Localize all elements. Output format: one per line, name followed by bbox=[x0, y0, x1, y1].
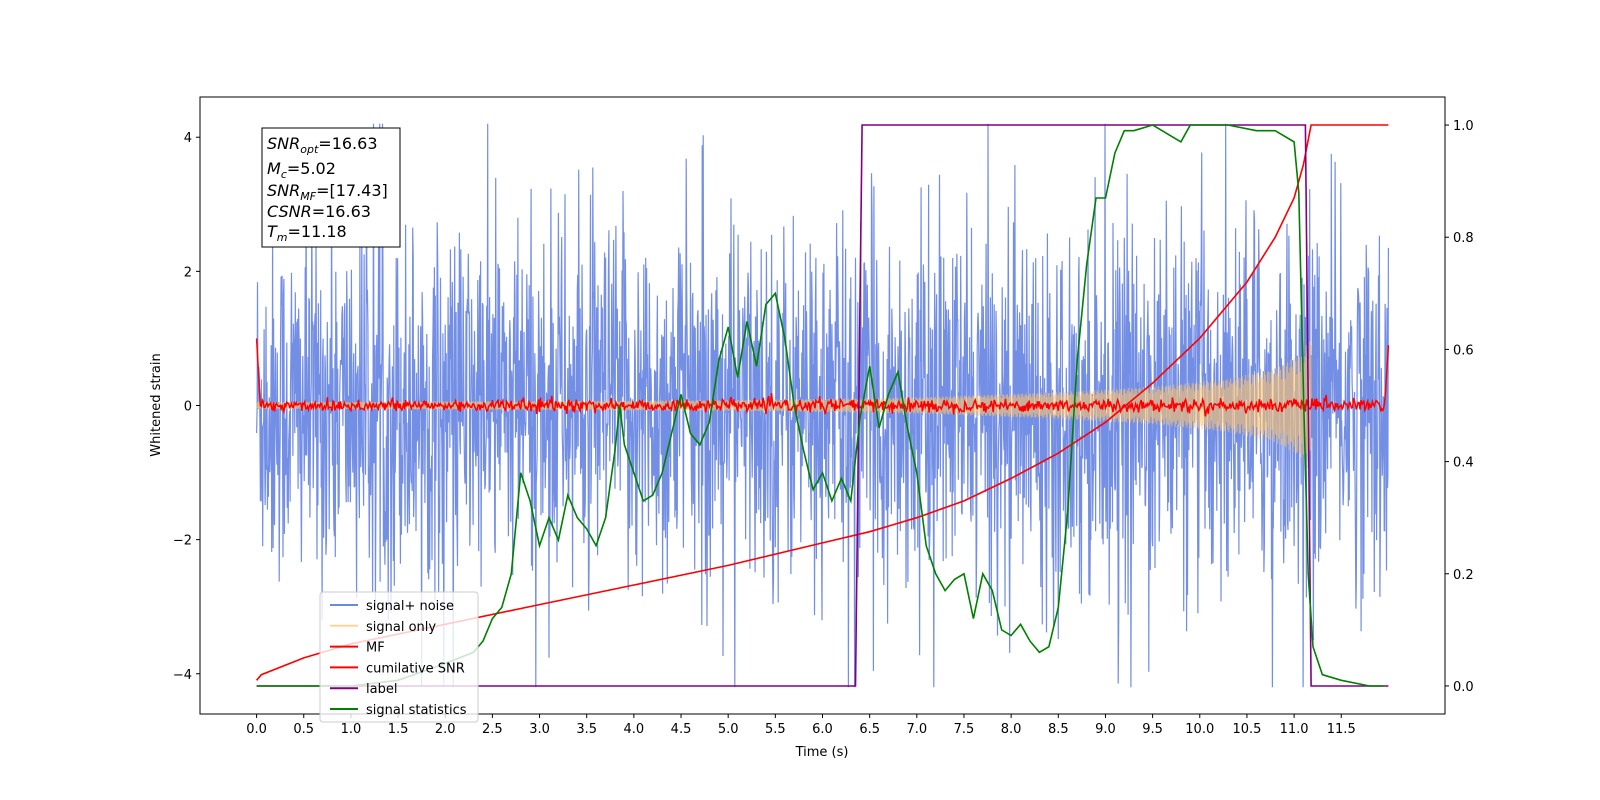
x-tick-label: 10.0 bbox=[1185, 722, 1214, 737]
y-tick-label: −4 bbox=[173, 668, 192, 683]
legend-label: label bbox=[366, 682, 397, 697]
series-mf bbox=[255, 338, 1390, 417]
legend-item-cumulative-snr: cumilative SNR bbox=[330, 661, 465, 676]
y-tick-label: 2 bbox=[184, 265, 192, 280]
x-tick-label: 4.0 bbox=[624, 722, 645, 737]
y-tick-label: 4 bbox=[184, 131, 192, 146]
x-tick-label: 7.0 bbox=[906, 722, 927, 737]
x-tick-label: 6.5 bbox=[859, 722, 880, 737]
x-tick-label: 6.0 bbox=[812, 722, 833, 737]
x-tick-label: 5.0 bbox=[718, 722, 739, 737]
axes-layer: 0.0 0.5 1.0 1.5 2.0 2.5 3.0 3.5 4.0 4.5 5.0 5.5 6.0 6… bbox=[173, 119, 1474, 737]
y-axis-label: Whitened strain bbox=[149, 353, 164, 456]
annotation-tm: Tm=11.18 bbox=[267, 222, 347, 244]
annotation-frame bbox=[261, 127, 401, 248]
x-tick-label: 8.0 bbox=[1001, 722, 1022, 737]
x-tick-label: 8.5 bbox=[1048, 722, 1069, 737]
x-tick-label: 11.5 bbox=[1327, 722, 1356, 737]
x-tick-label: 0.0 bbox=[246, 722, 267, 737]
x-tick-label: 2.5 bbox=[482, 722, 503, 737]
y2-tick-label: 0.2 bbox=[1453, 568, 1474, 583]
y2-tick-label: 1.0 bbox=[1453, 119, 1474, 134]
legend-item-signal-noise: signal+ noise bbox=[330, 599, 454, 614]
y2-tick-label: 0.8 bbox=[1453, 231, 1474, 246]
x-tick-label: 9.5 bbox=[1142, 722, 1163, 737]
x-tick-label: 10.5 bbox=[1232, 722, 1261, 737]
y2-tick-label: 0.0 bbox=[1453, 680, 1474, 695]
x-tick-label: 3.5 bbox=[576, 722, 597, 737]
y2-tick-label: 0.4 bbox=[1453, 456, 1474, 471]
annotation-snr-mf: SNRMF=[17.43] bbox=[267, 181, 388, 203]
annotation-box: SNRopt=16.63 Mc=5.02 SNRMF=[17.43] CSNR=… bbox=[261, 127, 401, 248]
y-tick-label: 0 bbox=[184, 400, 192, 415]
x-tick-label: 1.5 bbox=[388, 722, 409, 737]
legend-item-signal-only: signal only bbox=[330, 620, 436, 635]
y-tick-label: −2 bbox=[173, 534, 192, 549]
x-tick-label: 0.5 bbox=[293, 722, 314, 737]
legend-item-mf: MF bbox=[330, 641, 385, 656]
y2-tick-label: 0.6 bbox=[1453, 343, 1474, 358]
x-tick-label: 4.5 bbox=[671, 722, 692, 737]
x-tick-label: 11.0 bbox=[1280, 722, 1309, 737]
legend-label: cumilative SNR bbox=[366, 661, 465, 676]
annotation-mc: Mc=5.02 bbox=[267, 159, 336, 181]
legend-frame bbox=[319, 591, 479, 723]
series-label bbox=[256, 124, 1389, 687]
x-axis-label: Time (s) bbox=[795, 745, 849, 760]
x-tick-label: 2.0 bbox=[435, 722, 456, 737]
legend: signal+ noise signal only MF cumilative SNR… bbox=[319, 591, 479, 723]
x-tick-label: 1.0 bbox=[341, 722, 362, 737]
x-tick-label: 7.5 bbox=[954, 722, 975, 737]
x-tick-label: 3.0 bbox=[529, 722, 550, 737]
annotation-snr-opt: SNRopt=16.63 bbox=[267, 134, 378, 156]
legend-item-label: label bbox=[330, 682, 397, 697]
legend-label: signal only bbox=[366, 620, 436, 635]
legend-label: signal+ noise bbox=[366, 599, 454, 614]
x-tick-label: 5.5 bbox=[765, 722, 786, 737]
legend-item-signal-statistics: signal statistics bbox=[330, 703, 467, 718]
legend-label: signal statistics bbox=[366, 703, 467, 718]
series-signal-noise bbox=[256, 123, 1389, 688]
x-tick-label: 9.0 bbox=[1095, 722, 1116, 737]
legend-label: MF bbox=[366, 641, 385, 656]
series-signal-statistics bbox=[256, 124, 1384, 687]
annotation-csnr: CSNR=16.63 bbox=[267, 202, 371, 221]
